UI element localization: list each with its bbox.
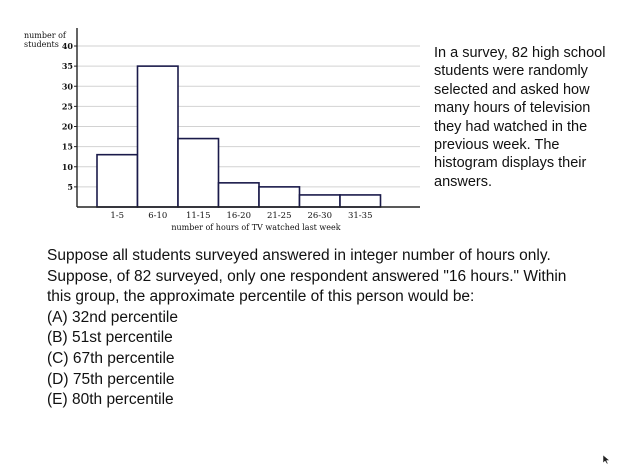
y-tick-labels: 5 10 15 20 25 30 35 40 [62, 41, 74, 192]
x-tick-label: 21-25 [267, 211, 292, 221]
y-tick-label: 5 [67, 182, 73, 192]
x-tick-labels: 1-5 6-10 11-15 16-20 21-25 26-30 31-35 [110, 211, 372, 221]
bar-11-15 [177, 137, 220, 208]
x-axis-title: number of hours of TV watched last week [171, 223, 340, 232]
y-tick-label: 30 [62, 81, 74, 91]
bar-6-10 [136, 65, 179, 208]
mouse-pointer-icon [602, 455, 611, 464]
bar-26-30 [298, 194, 341, 208]
survey-description: In a survey, 82 high school students wer… [434, 45, 606, 190]
choice-e[interactable]: (E) 80th percentile [47, 391, 174, 409]
choice-d[interactable]: (D) 75th percentile [47, 370, 175, 388]
x-tick-label: 6-10 [148, 211, 167, 221]
y-axis-label-line1: number of [24, 31, 67, 40]
y-tick-label: 10 [62, 162, 74, 172]
choice-c[interactable]: (C) 67th percentile [47, 349, 175, 367]
x-tick-label: 16-20 [226, 211, 251, 221]
y-tick-label: 35 [62, 61, 73, 71]
choice-a[interactable]: (A) 32nd percentile [47, 308, 178, 326]
axes [74, 28, 420, 208]
bar-1-5 [96, 153, 139, 208]
y-tick-label: 15 [62, 142, 73, 152]
question-block: Suppose all students surveyed answered i… [47, 246, 587, 411]
bar-16-20 [217, 182, 260, 208]
x-tick-label: 31-35 [348, 211, 373, 221]
bar-21-25 [258, 186, 301, 208]
y-tick-label: 25 [62, 101, 73, 111]
bars [96, 65, 382, 208]
histogram: number of students 5 10 15 20 25 30 35 40 1-5 6-… [24, 28, 420, 232]
y-tick-label: 40 [62, 41, 74, 51]
choice-b[interactable]: (B) 51st percentile [47, 329, 173, 347]
x-tick-label: 26-30 [307, 211, 332, 221]
answer-choices: (A) 32nd percentile (B) 51st percentile … [47, 308, 587, 411]
x-tick-label: 1-5 [110, 211, 124, 221]
y-axis-label-line2: students [24, 40, 59, 49]
bar-31-35 [339, 194, 382, 208]
y-tick-label: 20 [62, 122, 74, 132]
x-tick-label: 11-15 [186, 211, 211, 221]
question-text: Suppose all students surveyed answered i… [47, 247, 567, 306]
